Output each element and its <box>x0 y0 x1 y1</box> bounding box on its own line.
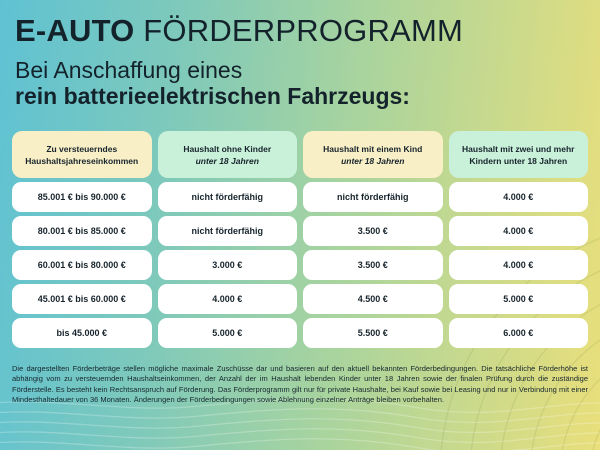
subsidy-amount-cell: 5.500 € <box>303 318 443 348</box>
column-header-no-children-line2: unter 18 Jahren <box>195 155 259 166</box>
column-header-income-line1: Zu versteuerndes <box>46 143 118 154</box>
title-emphasis: E-AUTO <box>15 13 135 48</box>
column-header-income-line2: Haushaltsjahreseinkommen <box>25 155 139 166</box>
column-header-one-child: Haushalt mit einem Kind unter 18 Jahren <box>303 131 443 178</box>
page-subtitle: Bei Anschaffung eines rein batterieelekt… <box>15 57 463 109</box>
subsidy-amount-cell: 3.500 € <box>303 216 443 246</box>
income-range-cell: 80.001 € bis 85.000 € <box>12 216 152 246</box>
column-header-two-plus-children: Haushalt mit zwei und mehr Kindern unter… <box>448 131 588 178</box>
subsidy-amount-cell: nicht förderfähig <box>303 182 443 212</box>
income-range-cell: 85.001 € bis 90.000 € <box>12 182 152 212</box>
column-header-no-children-line1: Haushalt ohne Kinder <box>183 143 272 154</box>
subsidy-amount-cell: 4.500 € <box>303 284 443 314</box>
subtitle-line2: rein batterieelektrischen Fahrzeugs: <box>15 83 410 109</box>
income-range-cell: bis 45.000 € <box>12 318 152 348</box>
title-rest: FÖRDERPROGRAMM <box>143 13 463 48</box>
column-header-two-plus-children-line1: Haushalt mit zwei und mehr <box>462 143 575 154</box>
column-header-no-children: Haushalt ohne Kinder unter 18 Jahren <box>157 131 297 178</box>
column-header-one-child-line1: Haushalt mit einem Kind <box>323 143 423 154</box>
subsidy-amount-cell: 4.000 € <box>448 250 588 280</box>
income-range-cell: 45.001 € bis 60.000 € <box>12 284 152 314</box>
subsidy-amount-cell: 4.000 € <box>448 182 588 212</box>
subsidy-amount-cell: 4.000 € <box>448 216 588 246</box>
subsidy-amount-cell: nicht förderfähig <box>157 182 297 212</box>
subtitle-line1: Bei Anschaffung eines <box>15 57 243 83</box>
subsidy-table: Zu versteuerndes Haushaltsjahreseinkomme… <box>12 131 588 348</box>
disclaimer-text: Die dargestellten Förderbeträge stellen … <box>12 364 588 405</box>
subsidy-amount-cell: 4.000 € <box>157 284 297 314</box>
column-header-one-child-line2: unter 18 Jahren <box>341 155 405 166</box>
column-header-two-plus-children-line2: Kindern unter 18 Jahren <box>469 155 568 166</box>
subsidy-amount-cell: 3.000 € <box>157 250 297 280</box>
subsidy-amount-cell: 5.000 € <box>448 284 588 314</box>
header-block: E-AUTO FÖRDERPROGRAMM Bei Anschaffung ei… <box>15 14 463 110</box>
column-header-income: Zu versteuerndes Haushaltsjahreseinkomme… <box>12 131 152 178</box>
subsidy-amount-cell: nicht förderfähig <box>157 216 297 246</box>
subsidy-amount-cell: 5.000 € <box>157 318 297 348</box>
subsidy-amount-cell: 6.000 € <box>448 318 588 348</box>
subsidy-amount-cell: 3.500 € <box>303 250 443 280</box>
income-range-cell: 60.001 € bis 80.000 € <box>12 250 152 280</box>
page-title: E-AUTO FÖRDERPROGRAMM <box>15 14 463 48</box>
